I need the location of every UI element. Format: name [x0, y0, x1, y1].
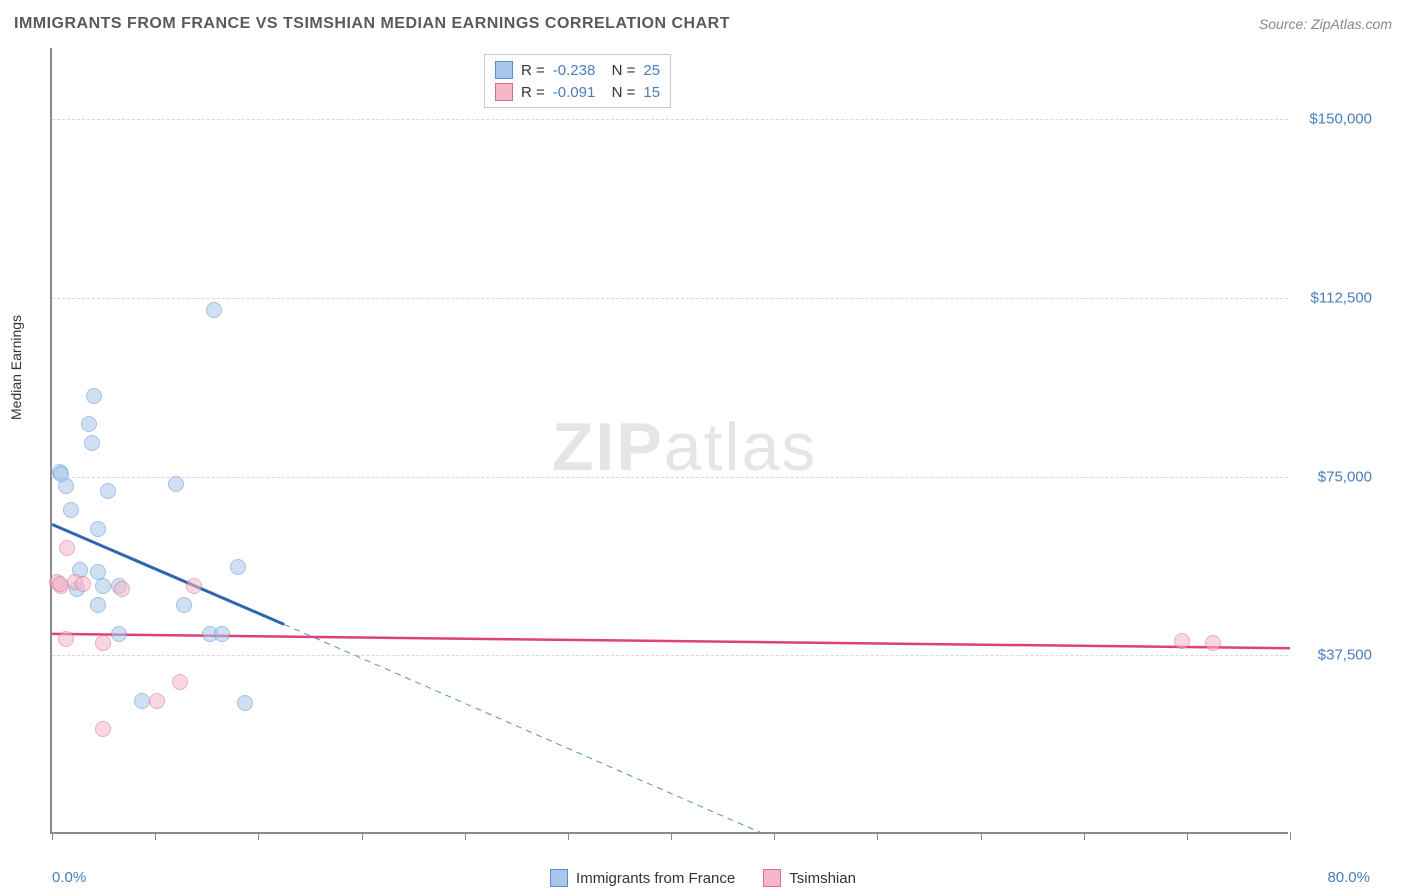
- data-point: [111, 626, 127, 642]
- data-point: [86, 388, 102, 404]
- data-point: [134, 693, 150, 709]
- data-point: [95, 721, 111, 737]
- data-point: [100, 483, 116, 499]
- regression-line: [284, 624, 764, 834]
- data-point: [214, 626, 230, 642]
- data-point: [95, 578, 111, 594]
- legend-r-value: -0.238: [553, 62, 596, 79]
- data-point: [90, 521, 106, 537]
- regression-line: [52, 524, 284, 624]
- y-tick-label: $75,000: [1292, 468, 1372, 485]
- chart-title: IMMIGRANTS FROM FRANCE VS TSIMSHIAN MEDI…: [14, 15, 730, 33]
- data-point: [52, 576, 68, 592]
- legend-item-label: Tsimshian: [789, 870, 856, 887]
- data-point: [58, 631, 74, 647]
- legend-item: Immigrants from France: [550, 869, 735, 887]
- trend-lines: [52, 48, 1290, 834]
- data-point: [84, 435, 100, 451]
- data-point: [186, 578, 202, 594]
- regression-line: [52, 634, 1290, 648]
- legend-r-value: -0.091: [553, 84, 596, 101]
- data-point: [53, 466, 69, 482]
- legend-n-value: 25: [643, 62, 660, 79]
- legend-item: Tsimshian: [763, 869, 856, 887]
- data-point: [75, 576, 91, 592]
- data-point: [1205, 635, 1221, 651]
- legend-stats-row: R = -0.238 N = 25: [495, 59, 660, 81]
- legend-item-label: Immigrants from France: [576, 870, 735, 887]
- data-point: [172, 674, 188, 690]
- data-point: [176, 597, 192, 613]
- chart-source: Source: ZipAtlas.com: [1259, 16, 1392, 32]
- legend-swatch: [495, 83, 513, 101]
- data-point: [237, 695, 253, 711]
- chart-header: IMMIGRANTS FROM FRANCE VS TSIMSHIAN MEDI…: [0, 0, 1406, 40]
- legend-stats: R = -0.238 N = 25R = -0.091 N = 15: [484, 54, 671, 108]
- y-tick-label: $112,500: [1292, 290, 1372, 307]
- legend-stats-row: R = -0.091 N = 15: [495, 81, 660, 103]
- data-point: [168, 476, 184, 492]
- legend-swatch: [495, 61, 513, 79]
- data-point: [1174, 633, 1190, 649]
- scatter-plot: $37,500$75,000$112,500$150,000ZIPatlasR …: [50, 48, 1288, 834]
- y-axis-label: Median Earnings: [8, 315, 24, 420]
- legend-n-label: N =: [603, 84, 635, 101]
- legend-r-label: R =: [521, 62, 545, 79]
- data-point: [95, 635, 111, 651]
- data-point: [149, 693, 165, 709]
- data-point: [59, 540, 75, 556]
- legend-swatch: [550, 869, 568, 887]
- legend-r-label: R =: [521, 84, 545, 101]
- x-tick: [1290, 832, 1291, 840]
- legend-bottom: Immigrants from France Tsimshian: [0, 864, 1406, 892]
- data-point: [63, 502, 79, 518]
- data-point: [81, 416, 97, 432]
- data-point: [206, 302, 222, 318]
- y-tick-label: $150,000: [1292, 111, 1372, 128]
- legend-n-label: N =: [603, 62, 635, 79]
- legend-swatch: [763, 869, 781, 887]
- y-tick-label: $37,500: [1292, 647, 1372, 664]
- data-point: [114, 581, 130, 597]
- data-point: [90, 597, 106, 613]
- legend-n-value: 15: [643, 84, 660, 101]
- data-point: [230, 559, 246, 575]
